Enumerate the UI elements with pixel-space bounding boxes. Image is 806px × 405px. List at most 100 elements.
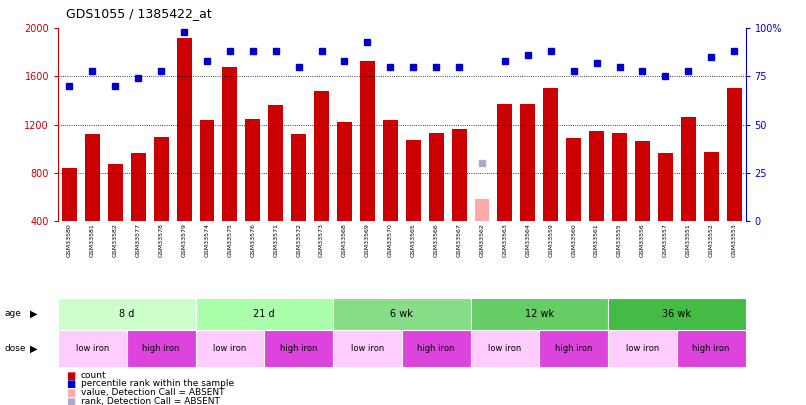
Bar bbox=[635, 141, 650, 221]
Bar bbox=[85, 134, 100, 221]
Bar bbox=[727, 88, 742, 221]
Text: ▶: ▶ bbox=[30, 343, 37, 353]
Bar bbox=[108, 164, 123, 221]
Text: GSM33551: GSM33551 bbox=[686, 223, 691, 257]
Text: GSM33567: GSM33567 bbox=[456, 223, 462, 257]
Bar bbox=[612, 133, 627, 221]
Bar bbox=[567, 138, 581, 221]
Text: ■: ■ bbox=[66, 371, 75, 381]
Text: ■: ■ bbox=[66, 397, 75, 405]
Text: GSM33564: GSM33564 bbox=[526, 223, 530, 257]
Text: GSM33576: GSM33576 bbox=[251, 223, 256, 257]
Text: 36 wk: 36 wk bbox=[663, 309, 692, 319]
Text: GSM33569: GSM33569 bbox=[365, 223, 370, 257]
Text: ■: ■ bbox=[66, 379, 75, 390]
Bar bbox=[677, 330, 746, 367]
Text: GSM33560: GSM33560 bbox=[571, 223, 576, 257]
Bar bbox=[681, 117, 696, 221]
Text: GSM33559: GSM33559 bbox=[548, 223, 553, 257]
Bar bbox=[333, 330, 401, 367]
Text: high iron: high iron bbox=[143, 344, 180, 353]
Text: ▶: ▶ bbox=[30, 309, 37, 319]
Text: GSM33582: GSM33582 bbox=[113, 223, 118, 257]
Text: low iron: low iron bbox=[76, 344, 109, 353]
Text: GSM33563: GSM33563 bbox=[502, 223, 508, 257]
Bar bbox=[333, 298, 471, 330]
Text: GSM33557: GSM33557 bbox=[663, 223, 668, 257]
Text: low iron: low iron bbox=[488, 344, 521, 353]
Bar bbox=[608, 330, 677, 367]
Bar bbox=[245, 119, 260, 221]
Bar bbox=[589, 130, 604, 221]
Bar bbox=[337, 122, 352, 221]
Bar bbox=[471, 298, 608, 330]
Text: 8 d: 8 d bbox=[119, 309, 135, 319]
Text: percentile rank within the sample: percentile rank within the sample bbox=[81, 379, 234, 388]
Bar bbox=[497, 104, 513, 221]
Text: GSM33552: GSM33552 bbox=[708, 223, 713, 257]
Text: GSM33580: GSM33580 bbox=[67, 223, 72, 257]
Text: GSM33562: GSM33562 bbox=[480, 223, 484, 257]
Text: GSM33578: GSM33578 bbox=[159, 223, 164, 257]
Bar bbox=[222, 67, 237, 221]
Bar bbox=[360, 61, 375, 221]
Bar bbox=[127, 330, 196, 367]
Bar bbox=[471, 330, 539, 367]
Bar bbox=[196, 298, 333, 330]
Text: GSM33579: GSM33579 bbox=[181, 223, 186, 257]
Text: count: count bbox=[81, 371, 106, 379]
Bar bbox=[264, 330, 333, 367]
Text: GSM33573: GSM33573 bbox=[319, 223, 324, 257]
Bar bbox=[401, 330, 471, 367]
Bar bbox=[58, 298, 196, 330]
Bar bbox=[291, 134, 306, 221]
Bar bbox=[196, 330, 264, 367]
Text: GSM33555: GSM33555 bbox=[617, 223, 622, 257]
Bar bbox=[658, 153, 673, 221]
Text: rank, Detection Call = ABSENT: rank, Detection Call = ABSENT bbox=[81, 397, 219, 405]
Bar bbox=[539, 330, 608, 367]
Text: high iron: high iron bbox=[418, 344, 455, 353]
Text: value, Detection Call = ABSENT: value, Detection Call = ABSENT bbox=[81, 388, 224, 397]
Text: GSM33572: GSM33572 bbox=[296, 223, 301, 257]
Bar bbox=[543, 88, 559, 221]
Bar bbox=[314, 91, 329, 221]
Text: 12 wk: 12 wk bbox=[525, 309, 554, 319]
Text: low iron: low iron bbox=[214, 344, 247, 353]
Bar bbox=[268, 105, 283, 221]
Text: GSM33566: GSM33566 bbox=[434, 223, 438, 257]
Bar bbox=[451, 129, 467, 221]
Bar bbox=[521, 104, 535, 221]
Text: dose: dose bbox=[4, 344, 26, 353]
Bar bbox=[608, 298, 746, 330]
Text: GSM33574: GSM33574 bbox=[205, 223, 210, 257]
Text: GSM33561: GSM33561 bbox=[594, 223, 599, 257]
Bar bbox=[58, 330, 127, 367]
Text: GSM33553: GSM33553 bbox=[732, 223, 737, 257]
Bar bbox=[200, 120, 214, 221]
Text: age: age bbox=[4, 309, 21, 318]
Bar bbox=[131, 153, 146, 221]
Text: 21 d: 21 d bbox=[253, 309, 275, 319]
Text: GSM33577: GSM33577 bbox=[135, 223, 141, 257]
Text: GSM33565: GSM33565 bbox=[411, 223, 416, 257]
Text: ■: ■ bbox=[66, 388, 75, 399]
Bar bbox=[405, 140, 421, 221]
Text: GSM33575: GSM33575 bbox=[227, 223, 232, 257]
Text: high iron: high iron bbox=[555, 344, 592, 353]
Text: high iron: high iron bbox=[692, 344, 730, 353]
Text: GSM33568: GSM33568 bbox=[342, 223, 347, 257]
Text: GDS1055 / 1385422_at: GDS1055 / 1385422_at bbox=[66, 7, 212, 20]
Text: low iron: low iron bbox=[351, 344, 384, 353]
Text: low iron: low iron bbox=[625, 344, 659, 353]
Bar bbox=[704, 152, 719, 221]
Bar bbox=[429, 133, 443, 221]
Text: GSM33570: GSM33570 bbox=[388, 223, 393, 257]
Bar bbox=[383, 120, 398, 221]
Text: GSM33571: GSM33571 bbox=[273, 223, 278, 257]
Bar bbox=[475, 199, 489, 221]
Text: GSM33556: GSM33556 bbox=[640, 223, 645, 257]
Bar bbox=[177, 38, 192, 221]
Text: GSM33581: GSM33581 bbox=[90, 223, 95, 257]
Bar bbox=[154, 136, 168, 221]
